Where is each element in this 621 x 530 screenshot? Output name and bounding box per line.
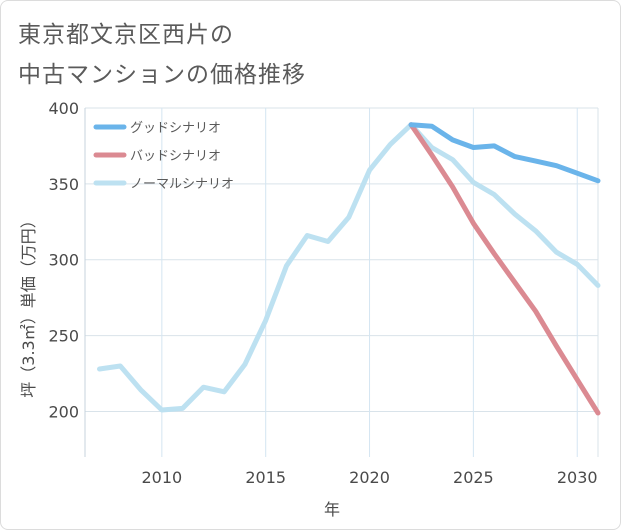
- y-tick-label: 350: [48, 175, 79, 194]
- x-tick-label: 2025: [453, 468, 494, 487]
- y-tick-label: 250: [48, 327, 79, 346]
- x-axis-title: 年: [324, 500, 340, 519]
- x-tick-label: 2020: [349, 468, 390, 487]
- series-lines: [97, 122, 601, 416]
- y-tick-label: 200: [48, 402, 79, 421]
- y-tick-label: 300: [48, 251, 79, 270]
- chart-title-line-1: 東京都文京区西片の: [18, 22, 234, 48]
- x-tick-label: 2015: [245, 468, 286, 487]
- series-line-0: [408, 122, 601, 184]
- legend-label: グッドシナリオ: [130, 121, 221, 136]
- chart-title-line-2: 中古マンションの価格推移: [18, 62, 306, 88]
- y-tick-label: 400: [48, 99, 79, 118]
- tick-labels: 200 250 300 350 400 2010 2015 2020 2025 2030: [48, 99, 597, 487]
- y-axis-title: 坪（3.3㎡）単価（万円）: [19, 212, 38, 397]
- series-line-2: [97, 122, 601, 413]
- legend-label: バッドシナリオ: [130, 149, 221, 164]
- legend-label: ノーマルシナリオ: [130, 177, 234, 192]
- x-tick-label: 2010: [141, 468, 182, 487]
- x-tick-label: 2030: [557, 468, 598, 487]
- series-line-1: [408, 122, 601, 416]
